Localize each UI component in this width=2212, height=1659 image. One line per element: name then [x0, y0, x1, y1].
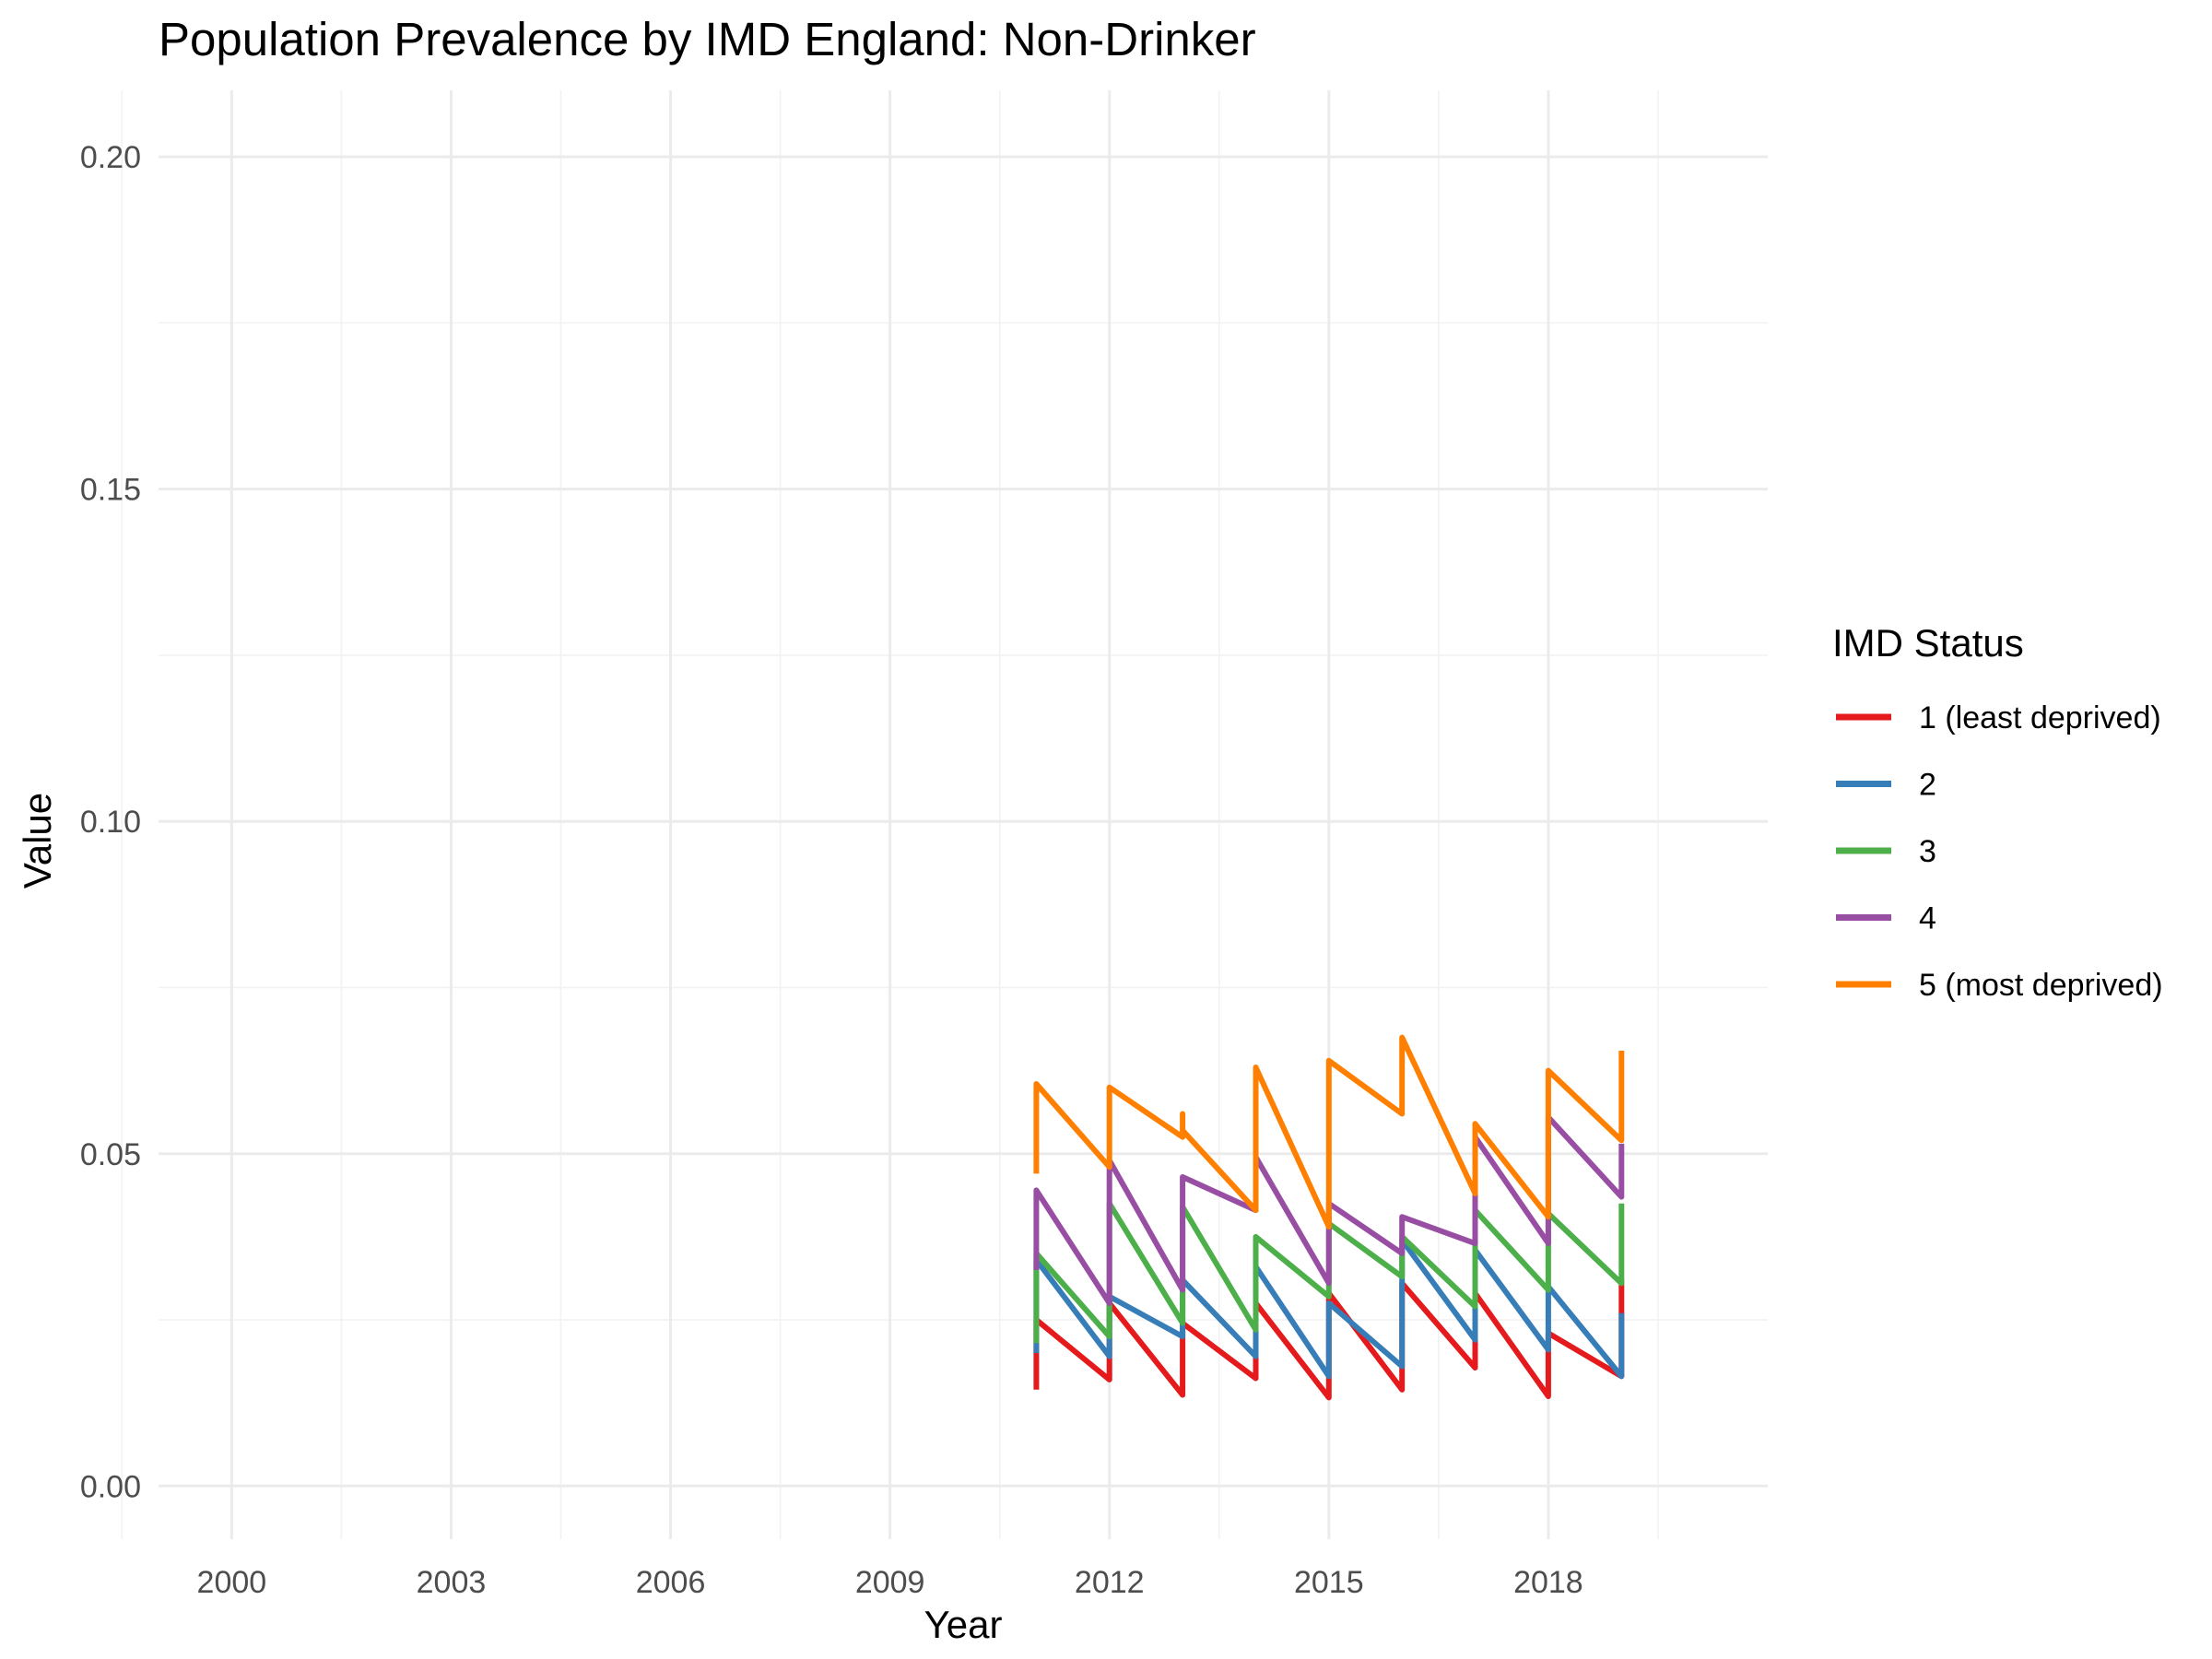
x-tick-label: 2000	[197, 1565, 267, 1600]
legend-title: IMD Status	[1832, 621, 2024, 665]
legend-label-2: 2	[1919, 768, 1936, 803]
x-tick-label: 2009	[855, 1565, 925, 1600]
legend: IMD Status 1 (least deprived) 2 3 4 5 (most …	[1832, 621, 2163, 1003]
y-axis-title: Value	[16, 793, 59, 888]
legend-label-1: 1 (least deprived)	[1919, 700, 2161, 735]
x-tick-label: 2003	[417, 1565, 487, 1600]
x-tick-label: 2015	[1294, 1565, 1364, 1600]
x-axis-title: Year	[924, 1603, 1003, 1646]
chart-title: Population Prevalence by IMD England: No…	[159, 13, 1256, 65]
series-line-5	[1033, 1034, 1625, 1230]
y-tick-label: 0.00	[80, 1469, 141, 1504]
x-tick-label: 2006	[636, 1565, 706, 1600]
y-tick-label: 0.10	[80, 805, 141, 840]
legend-label-5: 5 (most deprived)	[1919, 968, 2163, 1003]
y-axis-ticks: 0.00 0.05 0.10 0.15 0.20	[80, 140, 141, 1504]
series-lines	[1033, 1034, 1625, 1401]
series-line-4	[1033, 1114, 1625, 1306]
major-gridlines	[159, 90, 1768, 1539]
y-tick-label: 0.15	[80, 473, 141, 508]
minor-gridlines	[121, 90, 1768, 1539]
y-tick-label: 0.05	[80, 1137, 141, 1172]
legend-items: 1 (least deprived) 2 3 4 5 (most deprived)	[1836, 700, 2163, 1003]
legend-label-4: 4	[1919, 901, 1936, 936]
x-tick-label: 2012	[1075, 1565, 1145, 1600]
legend-label-3: 3	[1919, 834, 1936, 869]
x-axis-ticks: 2000 2003 2006 2009 2012 2015 2018	[197, 1565, 1583, 1600]
x-tick-label: 2018	[1513, 1565, 1583, 1600]
y-tick-label: 0.20	[80, 140, 141, 175]
